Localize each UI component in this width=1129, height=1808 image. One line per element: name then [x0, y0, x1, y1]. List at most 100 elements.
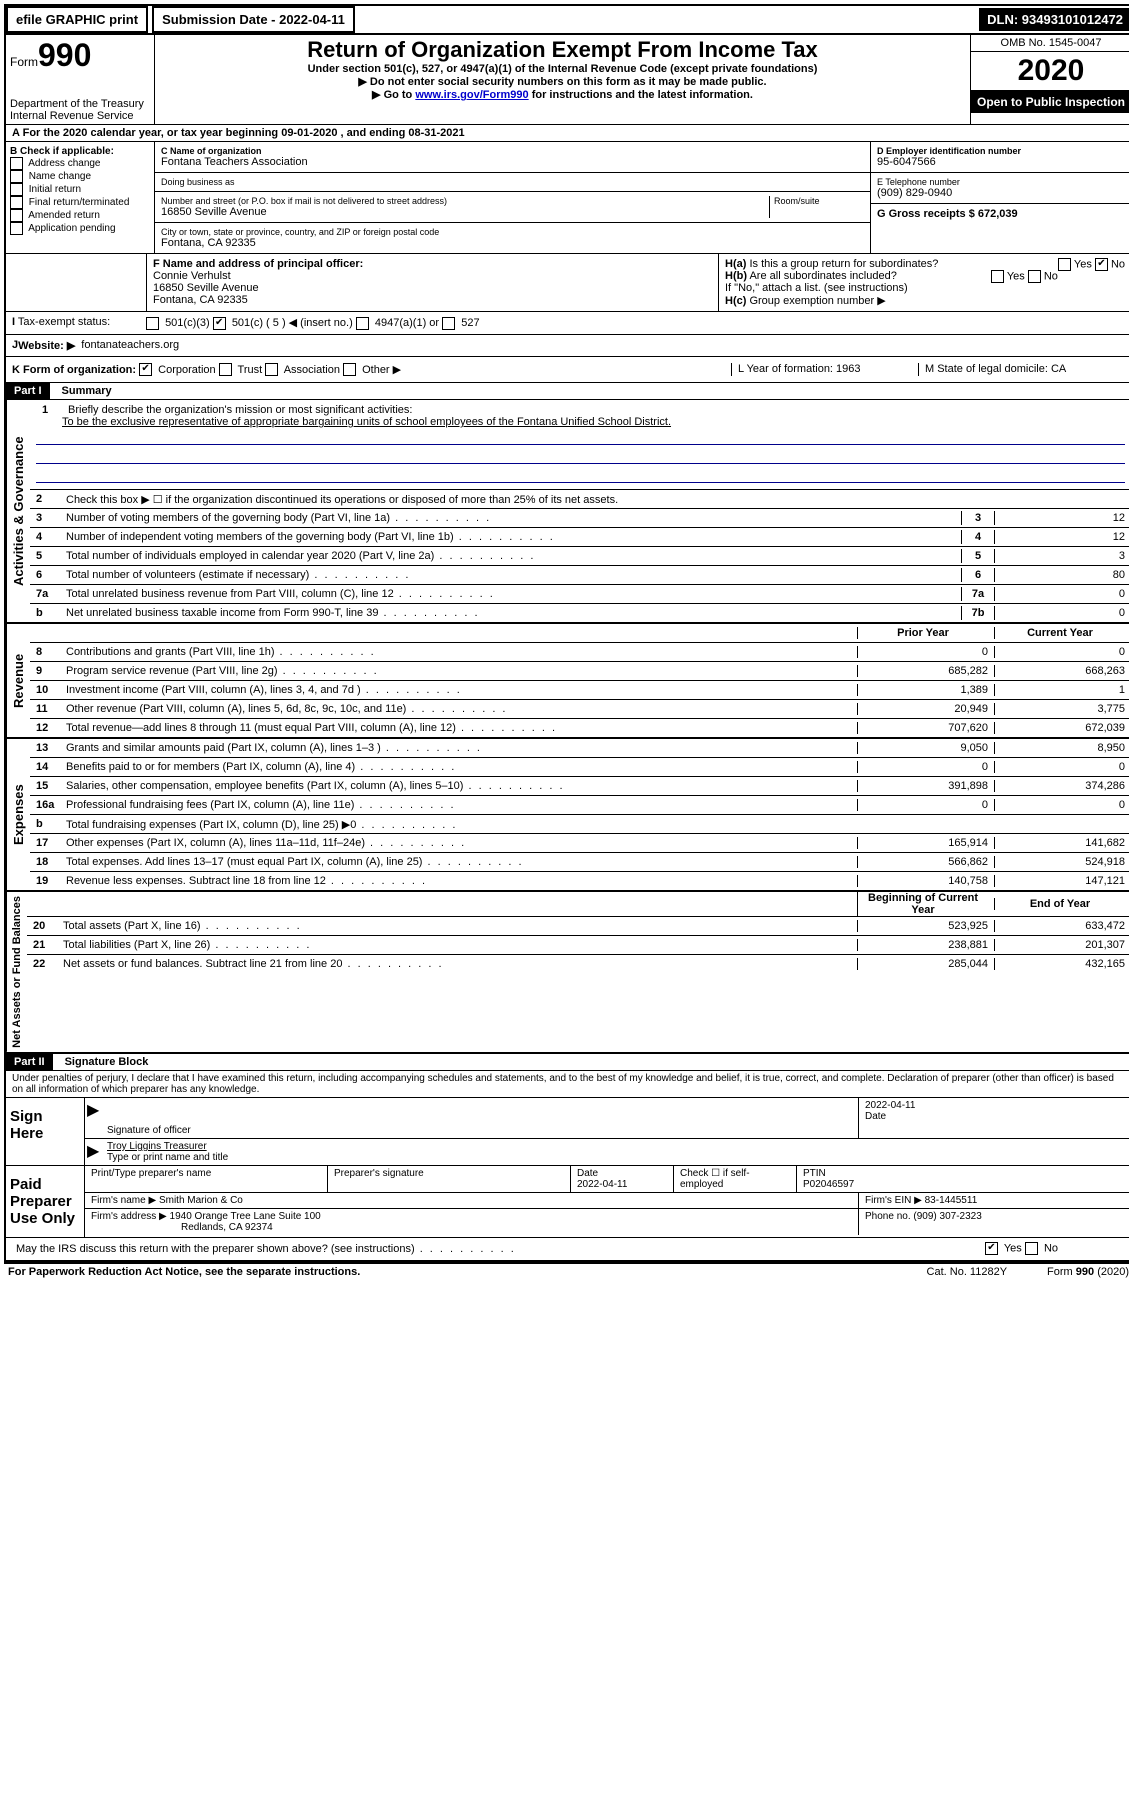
current-year-header: Current Year	[994, 627, 1129, 639]
exp-line-text: Salaries, other compensation, employee b…	[62, 779, 857, 793]
line-klm: K Form of organization: Corporation Trus…	[6, 357, 1129, 384]
vert-revenue: Revenue	[6, 624, 30, 737]
b-checkbox[interactable]	[10, 157, 23, 170]
section-net-assets: Net Assets or Fund Balances Beginning of…	[6, 892, 1129, 1054]
net-begin: 523,925	[857, 920, 994, 932]
box-f-label: F Name and address of principal officer:	[153, 258, 712, 270]
title-cell: Return of Organization Exempt From Incom…	[155, 35, 970, 124]
b-checkbox[interactable]	[10, 196, 23, 209]
box-c-label: C Name of organization	[161, 146, 864, 156]
form-id-cell: Form990 Department of the Treasury Inter…	[6, 35, 155, 124]
dba-label: Doing business as	[161, 177, 864, 187]
sig-date-label: Date	[865, 1111, 1125, 1122]
pra-notice: For Paperwork Reduction Act Notice, see …	[8, 1266, 360, 1278]
501c3-checkbox[interactable]	[146, 317, 159, 330]
end-year-header: End of Year	[994, 898, 1129, 910]
gov-line-box: 4	[961, 530, 995, 544]
sig-arrow2-icon: ▶	[85, 1139, 101, 1165]
exp-current: 524,918	[994, 856, 1129, 868]
street-label: Number and street (or P.O. box if mail i…	[161, 196, 769, 206]
begin-year-header: Beginning of Current Year	[857, 892, 994, 916]
vert-expenses: Expenses	[6, 739, 30, 890]
h-c-row: H(c) Group exemption number ▶	[725, 294, 1125, 307]
rev-prior: 707,620	[857, 722, 994, 734]
h-b-row: H(b) Are all subordinates included? Yes …	[725, 270, 1125, 282]
part2-title: Signature Block	[65, 1056, 149, 1068]
efile-button[interactable]: efile GRAPHIC print	[6, 6, 148, 33]
note2-pre: Go to	[384, 89, 416, 101]
b-checkbox[interactable]	[10, 209, 23, 222]
line-k-label: K Form of organization:	[12, 364, 136, 376]
gov-line-val: 80	[995, 569, 1129, 581]
exp-prior: 140,758	[857, 875, 994, 887]
part1-header: Part I Summary	[6, 383, 1129, 400]
ptin-value: P02046597	[803, 1179, 1125, 1190]
rev-current: 672,039	[994, 722, 1129, 734]
website-url[interactable]: fontanateachers.org	[81, 339, 179, 352]
gov-line-box: 7a	[961, 587, 995, 601]
tax-exempt-label: Tax-exempt status:	[18, 316, 110, 328]
corp-checkbox[interactable]	[139, 363, 152, 376]
form-footer: Form 990 (2020)	[1047, 1266, 1129, 1278]
rev-line-text: Total revenue—add lines 8 through 11 (mu…	[62, 721, 857, 735]
b-checkbox[interactable]	[10, 183, 23, 196]
h-note: If "No," attach a list. (see instruction…	[725, 282, 1125, 294]
firm-addr-label: Firm's address ▶	[91, 1211, 167, 1222]
gov-line-val: 0	[995, 588, 1129, 600]
main-title: Return of Organization Exempt From Incom…	[161, 37, 964, 63]
rev-prior: 0	[857, 646, 994, 658]
ein: 95-6047566	[877, 156, 1125, 168]
form-word: Form	[10, 55, 38, 69]
trust-checkbox[interactable]	[219, 363, 232, 376]
discuss-no-checkbox[interactable]	[1025, 1242, 1038, 1255]
officer-name: Connie Verhulst	[153, 270, 712, 282]
line1-text: Briefly describe the organization's miss…	[68, 404, 412, 416]
gov-line-text: Total number of volunteers (estimate if …	[62, 568, 961, 582]
b-checkbox[interactable]	[10, 222, 23, 235]
ptin-label: PTIN	[803, 1168, 1125, 1179]
net-line-text: Net assets or fund balances. Subtract li…	[59, 957, 857, 971]
box-deg: D Employer identification number 95-6047…	[870, 142, 1129, 253]
room-label: Room/suite	[774, 196, 864, 206]
part1-label: Part I	[6, 383, 50, 399]
irs-link[interactable]: www.irs.gov/Form990	[415, 89, 528, 101]
527-checkbox[interactable]	[442, 317, 455, 330]
box-g-label: G Gross receipts $ 672,039	[877, 208, 1125, 220]
note-link: ▶ Go to www.irs.gov/Form990 for instruct…	[161, 88, 964, 101]
city-state-zip: Fontana, CA 92335	[161, 237, 864, 249]
rev-current: 3,775	[994, 703, 1129, 715]
part2-label: Part II	[6, 1054, 53, 1070]
subtitle: Under section 501(c), 527, or 4947(a)(1)…	[161, 63, 964, 75]
rev-prior: 1,389	[857, 684, 994, 696]
firm-name: Smith Marion & Co	[159, 1195, 243, 1206]
website-label: Website: ▶	[18, 339, 75, 352]
net-begin: 238,881	[857, 939, 994, 951]
hb-yes-checkbox[interactable]	[991, 270, 1004, 283]
officer-addr1: 16850 Seville Avenue	[153, 282, 712, 294]
assoc-checkbox[interactable]	[265, 363, 278, 376]
exp-current: 0	[994, 799, 1129, 811]
ha-no-checkbox[interactable]	[1095, 258, 1108, 271]
501c-checkbox[interactable]	[213, 317, 226, 330]
exp-prior: 0	[857, 799, 994, 811]
type-name-label: Type or print name and title	[107, 1152, 1125, 1163]
b-checkbox[interactable]	[10, 170, 23, 183]
submission-date-button[interactable]: Submission Date - 2022-04-11	[152, 6, 355, 33]
rev-line-text: Other revenue (Part VIII, column (A), li…	[62, 702, 857, 716]
officer-typed-name: Troy Liggins Treasurer	[107, 1141, 1125, 1152]
h-a-row: H(a) Is this a group return for subordin…	[725, 258, 1125, 270]
exp-current: 0	[994, 761, 1129, 773]
discuss-yes-checkbox[interactable]	[985, 1242, 998, 1255]
exp-line-text: Total fundraising expenses (Part IX, col…	[62, 817, 857, 832]
self-employed-check[interactable]: Check ☐ if self-employed	[674, 1166, 797, 1192]
line2-text: Check this box ▶ ☐ if the organization d…	[62, 492, 1129, 507]
net-line-text: Total assets (Part X, line 16)	[59, 919, 857, 933]
ha-yes-checkbox[interactable]	[1058, 258, 1071, 271]
4947-checkbox[interactable]	[356, 317, 369, 330]
other-checkbox[interactable]	[343, 363, 356, 376]
rev-current: 0	[994, 646, 1129, 658]
hb-no-checkbox[interactable]	[1028, 270, 1041, 283]
dln-label: DLN: 93493101012472	[979, 8, 1129, 31]
exp-line-text: Other expenses (Part IX, column (A), lin…	[62, 836, 857, 850]
penalty-text: Under penalties of perjury, I declare th…	[6, 1071, 1129, 1098]
